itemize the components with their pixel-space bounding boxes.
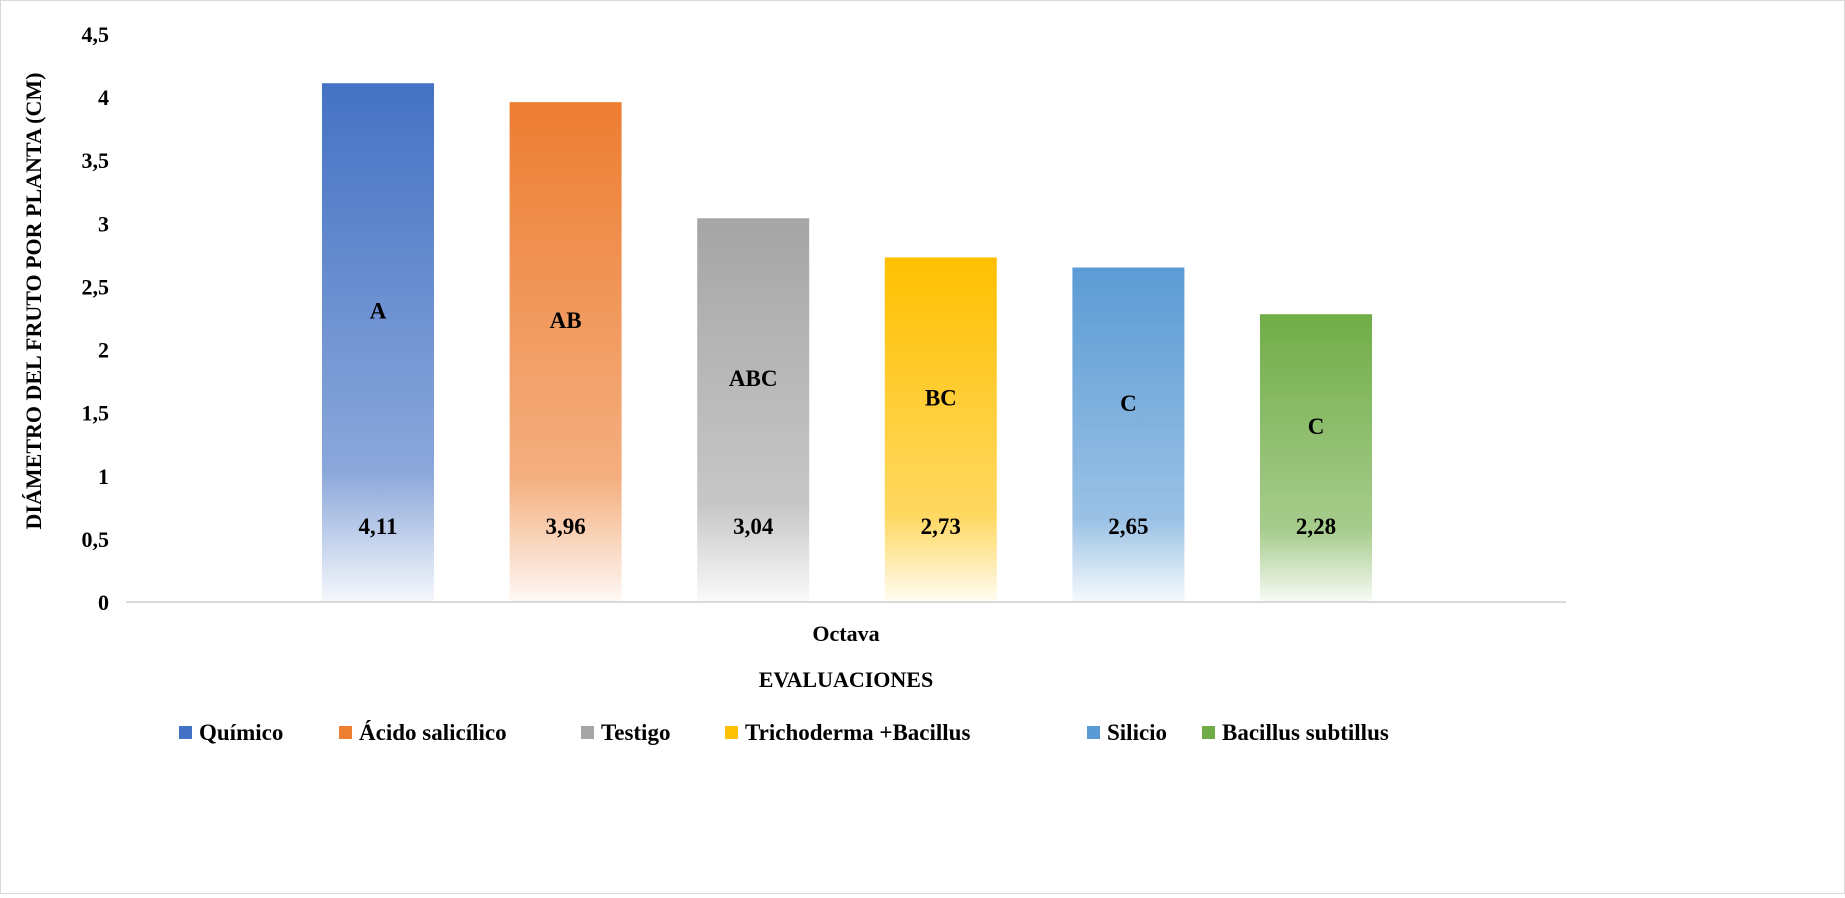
y-tick-label: 2 bbox=[98, 338, 109, 363]
x-category-label: Octava bbox=[812, 621, 879, 646]
y-tick-label: 3 bbox=[98, 211, 109, 236]
group-letter-label: A bbox=[370, 299, 387, 324]
bar-4 bbox=[884, 257, 997, 602]
legend-swatch bbox=[339, 726, 352, 739]
legend-label: Ácido salicílico bbox=[359, 720, 507, 745]
y-tick-label: 3,5 bbox=[82, 148, 110, 173]
y-tick-label: 4 bbox=[98, 85, 109, 110]
bar-2 bbox=[509, 102, 622, 602]
y-tick-label: 1,5 bbox=[82, 401, 110, 426]
legend-swatch bbox=[581, 726, 594, 739]
legend-swatch bbox=[1202, 726, 1215, 739]
bar-5 bbox=[1072, 267, 1185, 602]
legend-label: Químico bbox=[199, 720, 283, 745]
group-letter-label: AB bbox=[550, 308, 582, 333]
data-value-label: 2,73 bbox=[921, 514, 961, 539]
group-letter-label: ABC bbox=[729, 366, 778, 391]
y-axis-ticks: 0 0,5 1 1,5 2 2,5 3 3,5 4 4,5 bbox=[82, 22, 110, 615]
y-tick-label: 4,5 bbox=[82, 22, 110, 47]
x-axis-title: EVALUACIONES bbox=[759, 667, 933, 692]
legend-swatch bbox=[725, 726, 738, 739]
data-value-label: 2,28 bbox=[1296, 514, 1336, 539]
legend-label: Bacillus subtillus bbox=[1222, 720, 1389, 745]
bars bbox=[322, 83, 1372, 603]
bar-3 bbox=[697, 218, 810, 603]
y-axis-title: DIÁMETRO DEL FRUTO POR PLANTA (CM) bbox=[21, 73, 46, 530]
y-tick-label: 2,5 bbox=[82, 274, 110, 299]
bar-1 bbox=[322, 83, 434, 602]
bar-6 bbox=[1260, 314, 1372, 602]
group-letter-label: C bbox=[1120, 391, 1137, 416]
legend-label: Silicio bbox=[1107, 720, 1167, 745]
legend: Químico Ácido salicílico Testigo Trichoderm… bbox=[179, 720, 1389, 745]
legend-label: Trichoderma +Bacillus bbox=[745, 720, 970, 745]
y-tick-label: 0,5 bbox=[82, 527, 110, 552]
legend-label: Testigo bbox=[601, 720, 670, 745]
data-value-label: 3,04 bbox=[733, 514, 774, 539]
data-value-label: 4,11 bbox=[359, 514, 398, 539]
group-letter-label: BC bbox=[925, 386, 957, 411]
legend-swatch bbox=[1087, 726, 1100, 739]
data-value-label: 2,65 bbox=[1108, 514, 1148, 539]
bar-labels: A 4,11 AB 3,96 ABC 3,04 BC 2,73 C 2,65 C 2,28 bbox=[359, 299, 1337, 539]
y-tick-label: 0 bbox=[98, 590, 109, 615]
group-letter-label: C bbox=[1308, 414, 1325, 439]
y-tick-label: 1 bbox=[98, 464, 109, 489]
legend-swatch bbox=[179, 726, 192, 739]
data-value-label: 3,96 bbox=[545, 514, 585, 539]
